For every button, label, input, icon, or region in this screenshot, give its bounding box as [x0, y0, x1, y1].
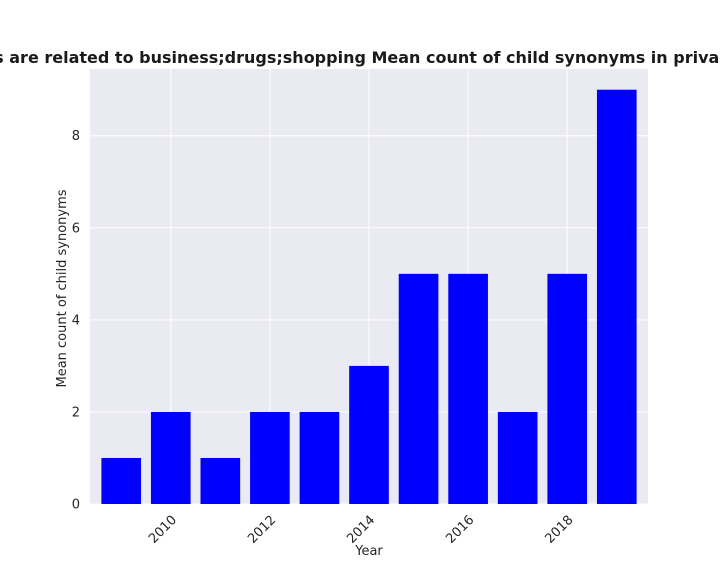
x-tick-label: 2010	[146, 513, 180, 547]
x-axis-ticks: 2010 2012 2014 2016 2018	[146, 513, 576, 547]
y-tick-label: 8	[72, 129, 80, 144]
y-tick-label: 0	[72, 498, 80, 513]
bar-2012	[250, 411, 290, 504]
x-tick-label: 2012	[245, 513, 279, 547]
bar-2014	[349, 365, 389, 504]
bar-2009	[101, 457, 142, 504]
y-axis-ticks: 0 2 4 6 8	[72, 129, 80, 512]
y-tick-label: 4	[72, 313, 80, 328]
bar-2010	[150, 411, 191, 504]
y-tick-label: 2	[72, 405, 80, 420]
bar-2017	[497, 411, 538, 504]
bar-2019	[596, 89, 637, 504]
x-axis-label: Year	[354, 544, 383, 559]
bars	[101, 89, 637, 504]
x-tick-label: 2018	[543, 513, 577, 547]
x-tick-label: 2014	[344, 513, 378, 547]
y-axis-label: Mean count of child synonyms	[55, 189, 70, 387]
bar-2015	[398, 273, 439, 504]
bar-2016	[448, 273, 488, 504]
bar-2013	[299, 411, 340, 504]
bar-2018	[547, 273, 588, 504]
chart-title: Categories are related to business;drugs…	[0, 48, 720, 67]
x-tick-label: 2016	[443, 513, 477, 547]
y-tick-label: 6	[72, 221, 80, 236]
bar-2011	[200, 457, 241, 504]
